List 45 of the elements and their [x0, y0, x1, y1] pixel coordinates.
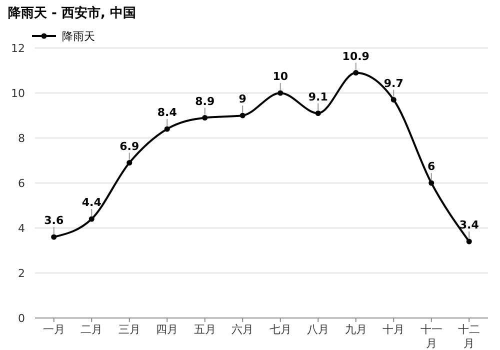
legend-label: 降雨天 — [62, 30, 95, 43]
point — [353, 70, 359, 76]
data-label: 4.4 — [82, 196, 102, 209]
data-label: 10.9 — [342, 50, 370, 63]
x-tick-label: 八月 — [307, 323, 330, 336]
point — [202, 114, 208, 121]
x-tick-label: 六月 — [232, 323, 254, 336]
x-tick-label: 七月 — [269, 323, 292, 336]
x-tick-label: 五月 — [194, 323, 216, 336]
data-label: 3.4 — [459, 218, 480, 232]
data-label: 3.6 — [44, 214, 64, 227]
data-label: 10 — [272, 70, 288, 83]
chart-title: 降雨天 - 西安市, 中国 — [8, 5, 136, 21]
data-label: 9.1 — [308, 90, 328, 104]
y-tick-label: 0 — [18, 312, 25, 325]
data-label: 8.9 — [195, 94, 215, 108]
data-label: 9.7 — [384, 76, 404, 90]
data-label: 6 — [428, 160, 436, 173]
point — [390, 96, 396, 103]
point — [88, 216, 94, 222]
point — [164, 126, 170, 132]
y-tick-label: 4 — [18, 222, 25, 235]
point — [240, 112, 246, 118]
x-tick-label: 二月 — [80, 323, 103, 336]
point — [51, 234, 57, 240]
data-label: 6.9 — [120, 140, 140, 153]
point — [466, 238, 472, 244]
x-tick-label: 十二月 — [458, 323, 480, 350]
x-tick-label: 一月 — [42, 323, 65, 336]
point — [315, 110, 321, 116]
data-label: 8.4 — [157, 106, 178, 119]
data-label: 9 — [238, 92, 246, 106]
y-tick-label: 2 — [18, 267, 25, 280]
y-tick-label: 10 — [11, 87, 25, 100]
y-tick-label: 6 — [18, 177, 25, 190]
x-tick-label: 九月 — [344, 323, 367, 336]
point — [126, 160, 132, 166]
y-tick-label: 12 — [11, 42, 25, 55]
y-tick-label: 8 — [18, 132, 25, 145]
x-tick-label: 十一月 — [420, 323, 442, 350]
point — [428, 180, 434, 186]
x-tick-label: 十月 — [382, 323, 405, 336]
x-tick-label: 三月 — [118, 323, 140, 336]
point — [278, 90, 284, 96]
x-tick-label: 四月 — [156, 323, 178, 336]
